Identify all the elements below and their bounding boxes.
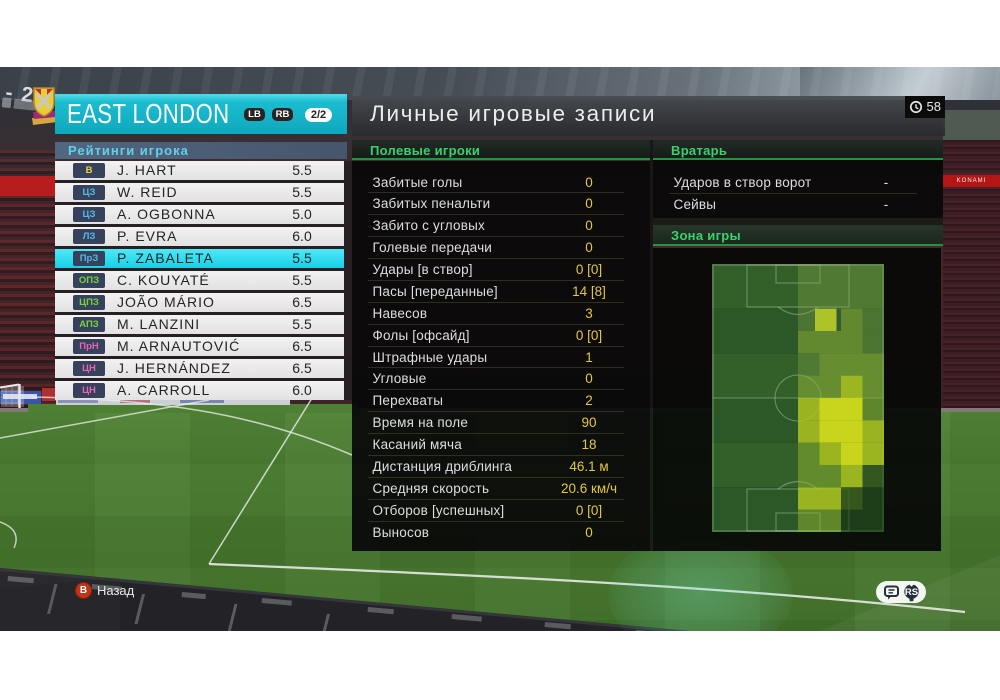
- svg-text:RS: RS: [905, 587, 918, 598]
